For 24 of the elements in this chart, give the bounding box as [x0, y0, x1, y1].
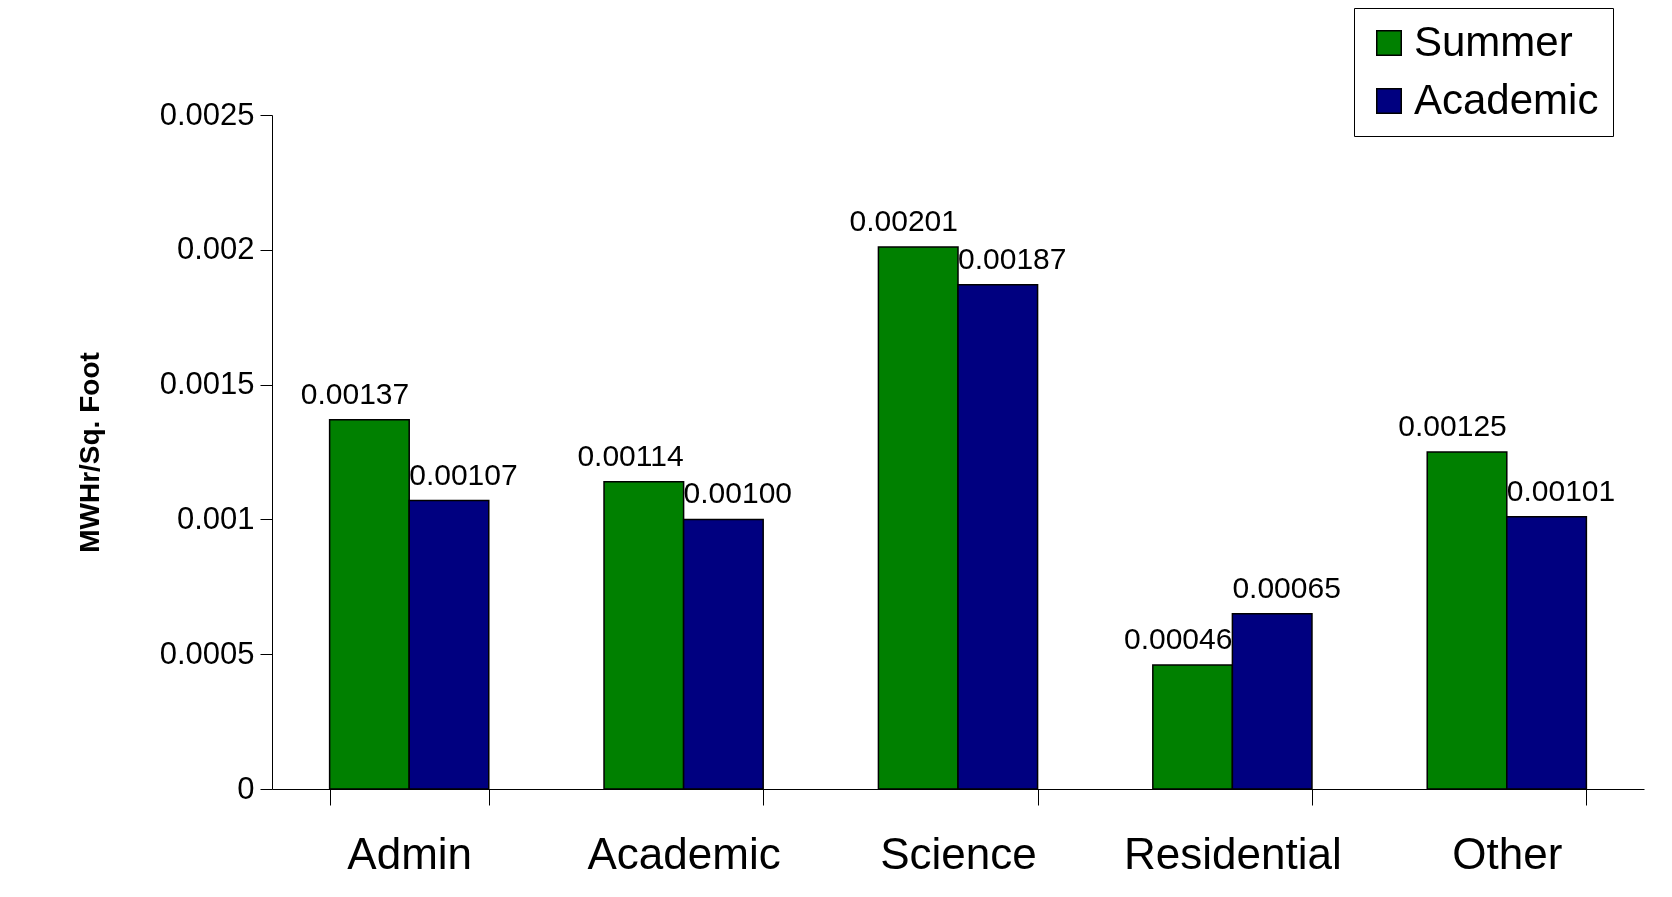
y-tick-label: 0.002 — [176, 231, 255, 267]
y-tick-label: 0.0005 — [159, 635, 255, 671]
x-tick-label: Admin — [347, 828, 473, 878]
data-label: 0.00100 — [683, 476, 793, 510]
x-tick-label: Science — [880, 828, 1037, 878]
data-label: 0.00046 — [1123, 621, 1233, 655]
x-tick-label: Academic — [587, 828, 781, 878]
data-label: 0.00101 — [1506, 473, 1616, 507]
x-tick-label: Residential — [1124, 828, 1342, 878]
data-label: 0.00114 — [577, 438, 684, 472]
y-tick-label: 0 — [237, 770, 255, 806]
y-tick-label: 0.0015 — [159, 366, 255, 402]
data-label: 0.00201 — [849, 204, 958, 238]
legend-label: Academic — [1414, 76, 1599, 123]
data-label: 0.00187 — [958, 241, 1067, 275]
y-tick-label: 0.001 — [176, 500, 255, 536]
y-axis-title: MWHr/Sq. Foot — [73, 352, 105, 553]
legend-label: Summer — [1414, 18, 1573, 65]
y-tick-label: 0.0025 — [159, 96, 255, 132]
data-label: 0.00125 — [1398, 409, 1507, 442]
x-tick-label: Other — [1452, 828, 1563, 878]
data-label: 0.00137 — [300, 376, 410, 410]
data-label: 0.00065 — [1232, 570, 1341, 604]
data-label: 0.00107 — [409, 457, 518, 491]
